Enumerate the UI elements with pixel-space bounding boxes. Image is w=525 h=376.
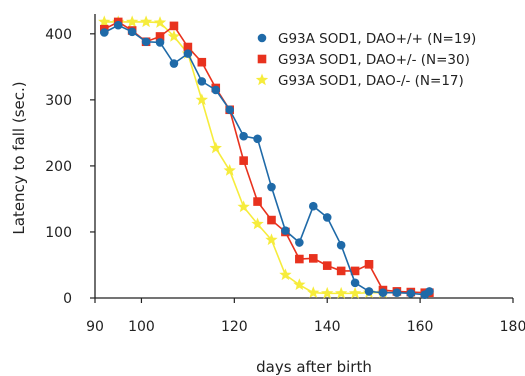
- data-point: [167, 29, 181, 42]
- data-point: [141, 37, 151, 47]
- data-point: [155, 32, 165, 41]
- y-tick-label: 100: [45, 225, 72, 241]
- data-point: [239, 131, 248, 141]
- data-point: [211, 85, 221, 95]
- data-point: [197, 77, 207, 86]
- legend: G93A SOD1, DAO+/+ (N=19) G93A SOD1, DAO+/…: [255, 31, 476, 89]
- data-point: [322, 261, 332, 270]
- data-point: [295, 254, 304, 264]
- data-point: [155, 38, 165, 47]
- data-point: [336, 266, 346, 276]
- data-point: [293, 278, 306, 291]
- x-tick-label: 180: [500, 319, 525, 335]
- data-point: [334, 286, 348, 299]
- series-circle: [99, 20, 434, 299]
- x-tick-label: 160: [407, 319, 434, 335]
- x-axis-ticks: 90 100 120 140 160 180: [86, 298, 525, 335]
- data-point: [364, 287, 374, 296]
- data-point: [253, 134, 262, 144]
- data-point: [223, 164, 236, 176]
- x-tick-label: 140: [314, 319, 341, 335]
- x-tick-label: 100: [128, 319, 155, 335]
- data-point: [307, 286, 320, 298]
- data-point: [139, 15, 153, 28]
- data-point: [169, 59, 179, 68]
- y-tick-label: 300: [45, 93, 72, 109]
- legend-marker: [257, 54, 267, 64]
- data-point: [295, 238, 304, 247]
- x-tick-label: 120: [221, 319, 248, 335]
- data-point: [350, 266, 360, 276]
- data-point: [127, 27, 137, 37]
- data-point: [322, 213, 332, 222]
- data-point: [406, 289, 416, 298]
- data-point: [308, 254, 318, 263]
- data-point: [169, 21, 179, 31]
- legend-entry: G93A SOD1, DAO+/- (N=30): [278, 52, 470, 68]
- data-point: [253, 197, 262, 206]
- y-tick-label: 0: [63, 291, 72, 307]
- data-point: [183, 49, 193, 58]
- x-tick-label: 90: [86, 319, 104, 335]
- data-point: [209, 141, 222, 154]
- data-point: [279, 268, 292, 281]
- data-point: [237, 200, 250, 213]
- data-point: [267, 182, 276, 192]
- data-point: [125, 15, 139, 28]
- legend-marker: [255, 73, 269, 86]
- data-point: [225, 105, 234, 115]
- data-point: [348, 286, 362, 299]
- data-point: [425, 287, 434, 296]
- y-axis-ticks: 0 100 200 300 400: [45, 27, 95, 307]
- data-point: [153, 16, 167, 28]
- y-axis-label: Latency to fall (sec.): [10, 81, 28, 234]
- data-point: [197, 57, 207, 67]
- data-point: [98, 15, 111, 28]
- data-point: [251, 217, 264, 230]
- legend-entry: G93A SOD1, DAO-/- (N=17): [278, 73, 464, 89]
- y-tick-label: 200: [45, 159, 72, 175]
- legend-entry: G93A SOD1, DAO+/+ (N=19): [278, 31, 476, 47]
- data-point: [308, 201, 318, 211]
- data-point: [321, 286, 334, 299]
- legend-marker: [257, 33, 267, 43]
- data-point: [239, 156, 248, 165]
- data-point: [267, 215, 276, 225]
- data-point: [378, 288, 388, 298]
- data-point: [336, 240, 346, 250]
- data-point: [392, 288, 402, 298]
- series-layer: [98, 15, 434, 299]
- data-point: [265, 233, 278, 246]
- data-point: [183, 42, 193, 52]
- data-point: [350, 278, 360, 288]
- y-tick-label: 400: [45, 27, 72, 43]
- data-point: [195, 93, 208, 106]
- data-point: [281, 226, 290, 235]
- plot-frame: [94, 14, 513, 299]
- data-point: [113, 20, 123, 30]
- x-axis-label: days after birth: [256, 358, 372, 376]
- data-point: [99, 28, 109, 37]
- data-point: [364, 260, 374, 269]
